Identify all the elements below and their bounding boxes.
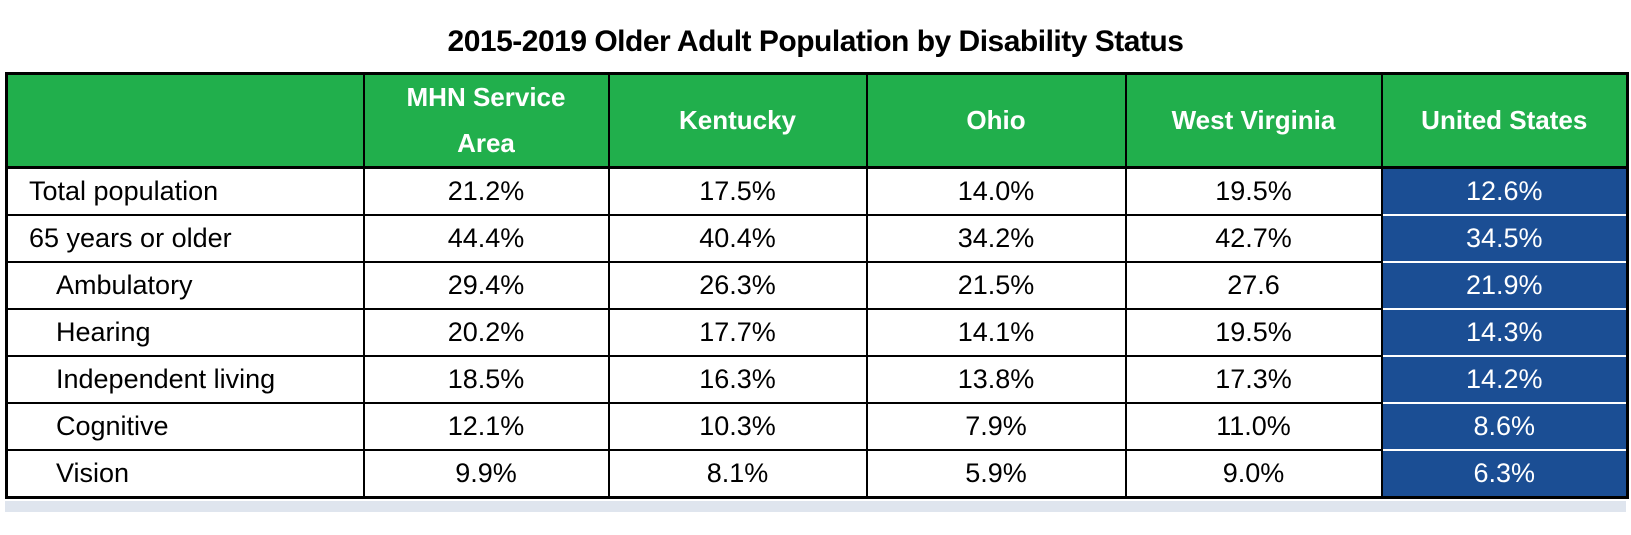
value-cell: 26.3%: [607, 261, 868, 310]
value-cell: 11.0%: [1124, 402, 1383, 451]
table-row: Ambulatory 29.4% 26.3% 21.5% 27.6 21.9%: [5, 261, 1629, 310]
value-cell: 21.2%: [362, 166, 610, 216]
us-value-cell: 14.3%: [1380, 308, 1629, 357]
column-header-united-states: United States: [1380, 72, 1629, 169]
value-cell: 13.8%: [865, 355, 1127, 404]
column-header-mhn-service-area: MHN Service Area: [362, 72, 610, 169]
column-header-kentucky: Kentucky: [607, 72, 868, 169]
page-title: 2015-2019 Older Adult Population by Disa…: [447, 25, 1184, 58]
column-header-west-virginia: West Virginia: [1124, 72, 1383, 169]
row-label: Cognitive: [5, 402, 365, 451]
value-cell: 9.9%: [362, 449, 610, 499]
value-cell: 27.6: [1124, 261, 1383, 310]
bottom-strip: [5, 501, 1626, 512]
value-cell: 19.5%: [1124, 308, 1383, 357]
row-label: Total population: [5, 166, 365, 216]
row-label: Hearing: [5, 308, 365, 357]
value-cell: 9.0%: [1124, 449, 1383, 499]
value-cell: 17.3%: [1124, 355, 1383, 404]
us-value-cell: 34.5%: [1380, 214, 1629, 263]
table-row: Independent living 18.5% 16.3% 13.8% 17.3% 14…: [5, 355, 1629, 404]
value-cell: 19.5%: [1124, 166, 1383, 216]
row-label: Vision: [5, 449, 365, 499]
table-row: 65 years or older 44.4% 40.4% 34.2% 42.7% 34.…: [5, 214, 1629, 263]
value-cell: 5.9%: [865, 449, 1127, 499]
value-cell: 17.5%: [607, 166, 868, 216]
page: 2015-2019 Older Adult Population by Disa…: [0, 25, 1631, 535]
corner-cell: [5, 72, 365, 169]
us-value-cell: 8.6%: [1380, 402, 1629, 451]
value-cell: 7.9%: [865, 402, 1127, 451]
value-cell: 44.4%: [362, 214, 610, 263]
value-cell: 14.0%: [865, 166, 1127, 216]
us-value-cell: 14.2%: [1380, 355, 1629, 404]
table-row: Vision 9.9% 8.1% 5.9% 9.0% 6.3%: [5, 449, 1629, 499]
value-cell: 34.2%: [865, 214, 1127, 263]
row-label: 65 years or older: [5, 214, 365, 263]
value-cell: 16.3%: [607, 355, 868, 404]
value-cell: 14.1%: [865, 308, 1127, 357]
table-row: Hearing 20.2% 17.7% 14.1% 19.5% 14.3%: [5, 308, 1629, 357]
value-cell: 42.7%: [1124, 214, 1383, 263]
us-value-cell: 21.9%: [1380, 261, 1629, 310]
value-cell: 21.5%: [865, 261, 1127, 310]
value-cell: 17.7%: [607, 308, 868, 357]
row-label: Ambulatory: [5, 261, 365, 310]
us-value-cell: 6.3%: [1380, 449, 1629, 499]
column-header-ohio: Ohio: [865, 72, 1127, 169]
table-row: Total population 21.2% 17.5% 14.0% 19.5% 12.6…: [5, 166, 1629, 216]
value-cell: 8.1%: [607, 449, 868, 499]
value-cell: 10.3%: [607, 402, 868, 451]
value-cell: 29.4%: [362, 261, 610, 310]
disability-status-table: MHN Service Area Kentucky Ohio West Virgini…: [5, 72, 1629, 499]
value-cell: 12.1%: [362, 402, 610, 451]
header-row: MHN Service Area Kentucky Ohio West Virgini…: [5, 72, 1629, 169]
table-row: Cognitive 12.1% 10.3% 7.9% 11.0% 8.6%: [5, 402, 1629, 451]
value-cell: 18.5%: [362, 355, 610, 404]
value-cell: 40.4%: [607, 214, 868, 263]
value-cell: 20.2%: [362, 308, 610, 357]
row-label: Independent living: [5, 355, 365, 404]
us-value-cell: 12.6%: [1380, 166, 1629, 216]
